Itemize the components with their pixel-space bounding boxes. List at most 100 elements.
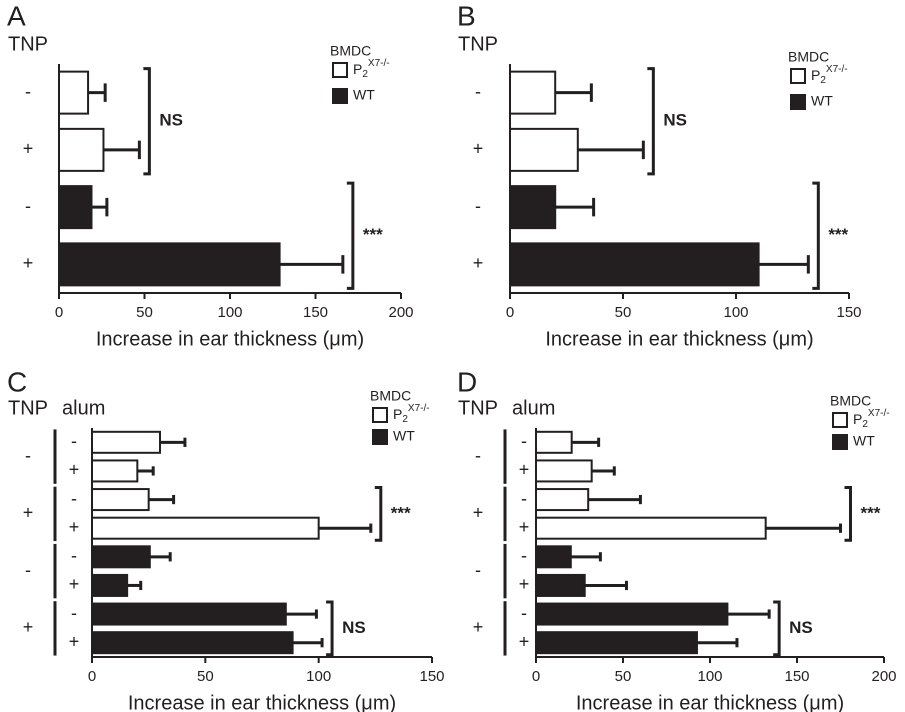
significance-bracket [773,600,781,657]
panel-label: C [7,366,27,397]
row-label: - [71,431,77,451]
row-label: + [519,574,530,594]
bar [535,602,729,626]
legend-swatch [832,412,848,428]
x-tick-label: 100 [217,304,242,321]
row-label: + [23,139,34,159]
x-tick-label: 150 [784,668,809,685]
x-tick-label: 50 [136,304,153,321]
significance-label: NS [159,111,183,130]
legend-swatch [790,94,806,110]
x-tick-label: 150 [419,668,444,685]
row-header: TNP [458,33,498,55]
x-tick-label: 150 [303,304,328,321]
bar [91,459,139,483]
row-label: + [473,139,484,159]
row-label: + [69,631,80,651]
x-axis-label: Increase in ear thickness (μm) [128,692,396,712]
panel-label: B [457,0,476,31]
legend-swatch [332,88,348,104]
x-tick-label: 100 [306,668,331,685]
legend-label: WT [393,428,415,444]
bar [91,430,161,454]
x-tick-label: 50 [615,304,632,321]
significance-label: *** [391,503,411,522]
significance-label: *** [828,225,848,244]
significance-bracket [844,486,852,542]
bar [91,631,294,655]
x-tick-label: 0 [88,668,96,685]
bar [509,127,579,172]
row-label: + [519,460,530,480]
significance-label: *** [861,503,881,522]
group-label: + [473,503,484,523]
x-tick-label: 200 [871,668,896,685]
bar [535,459,593,483]
row-header: TNP [458,397,498,419]
bar [58,242,281,287]
group-label: - [475,445,481,465]
x-tick-label: 100 [697,668,722,685]
legend-label: WT [811,93,833,109]
x-tick-label: 150 [836,304,861,321]
row-label: - [25,81,31,101]
row-header: TNP [8,397,48,419]
row-header: TNP [8,33,48,55]
significance-label: *** [363,225,383,244]
bar [509,242,760,287]
row-label: + [69,460,80,480]
bar [91,602,287,626]
row-label: + [69,517,80,537]
x-tick-label: 0 [532,668,540,685]
significance-bracket [812,181,820,290]
row-label: + [519,517,530,537]
bar [58,70,90,115]
x-tick-label: 50 [615,668,632,685]
row-label: - [25,196,31,216]
bar [58,185,93,230]
bar [535,516,767,540]
x-tick-label: 0 [506,304,514,321]
row-label: - [521,488,527,508]
bar [535,573,586,597]
panel-label: D [457,366,477,397]
bar [535,488,590,512]
significance-bracket [143,67,151,176]
significance-label: NS [342,618,366,637]
x-axis-label: Increase in ear thickness (μm) [96,328,364,350]
x-tick-label: 100 [723,304,748,321]
significance-bracket [647,67,655,176]
bar [91,516,320,540]
group-label: + [473,617,484,637]
panel-label: A [7,0,26,31]
legend-title: BMDC [830,393,871,409]
legend-swatch [332,62,348,78]
legend-title: BMDC [788,49,829,65]
group-label: - [25,445,31,465]
bar [535,430,573,454]
row-label: - [71,603,77,623]
x-tick-label: 0 [55,304,63,321]
legend-swatch [790,68,806,84]
row-label: - [521,431,527,451]
bar [509,185,557,230]
row-label: + [519,631,530,651]
row-label: + [69,574,80,594]
bar [535,631,698,655]
row-header: alum [62,397,105,419]
row-label: - [475,196,481,216]
bar [535,545,572,569]
legend-title: BMDC [330,43,371,59]
legend-swatch [372,429,388,445]
significance-label: NS [663,111,687,130]
legend-swatch [832,434,848,450]
row-label: - [71,546,77,566]
legend-label: P2X7-/- [811,64,848,86]
legend-label: WT [353,87,375,103]
x-axis-label: Increase in ear thickness (μm) [576,692,844,712]
legend-title: BMDC [370,388,411,404]
row-label: - [71,488,77,508]
x-axis-label: Increase in ear thickness (μm) [545,328,813,350]
row-label: + [473,253,484,273]
